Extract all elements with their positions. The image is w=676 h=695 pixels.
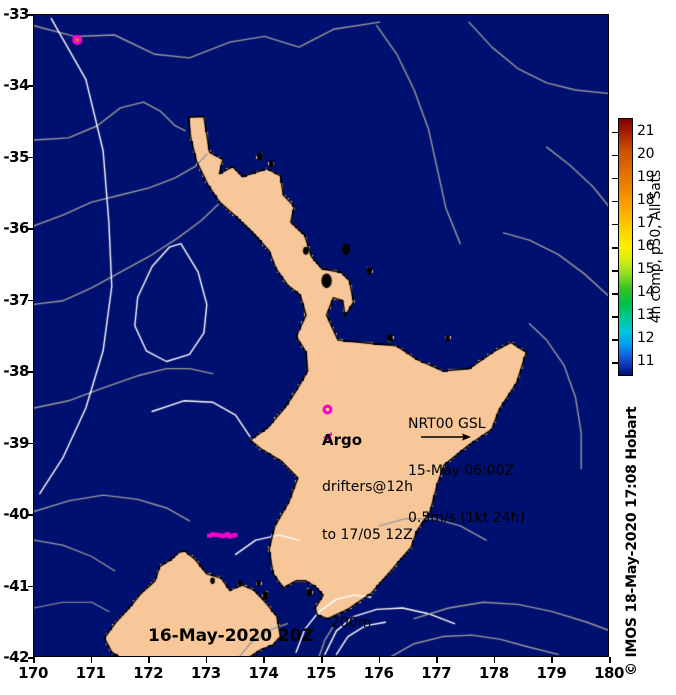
- colorbar-tick-label: 11: [637, 353, 655, 370]
- x-axis-tick-label: 180: [594, 664, 624, 682]
- current-scale-legend: NRT00 GSL 15-May 06:00Z 0.5m/s (1kt 24h): [408, 386, 525, 558]
- x-axis-tick: [148, 657, 150, 663]
- map-timestamp: 16-May-2020 20Z: [148, 626, 314, 646]
- colorbar-title: 4h comp, p50, All Sats: [648, 170, 664, 324]
- current-scale-arrow-icon: [421, 433, 471, 441]
- argo-legend-line3: to 17/05 12Z: [322, 526, 413, 543]
- colorbar-tick-label: 18: [637, 191, 655, 208]
- y-axis-tick: [28, 228, 34, 230]
- colorbar-tick: [612, 223, 618, 226]
- x-axis-tick: [263, 657, 265, 663]
- x-axis-tick-label: 173: [190, 664, 221, 682]
- colorbar-tick-label: 20: [637, 145, 655, 162]
- coastline-contour-layer: [34, 15, 608, 656]
- y-axis-tick-label: -41: [3, 576, 29, 595]
- credit-text: © IMOS 18-May-2020 17:08 Hobart: [624, 406, 640, 676]
- y-axis-tick: [28, 85, 34, 87]
- y-axis-tick-label: -38: [3, 362, 29, 381]
- argo-legend-line2: drifters@12h: [322, 479, 414, 496]
- x-axis-tick: [378, 657, 381, 663]
- colorbar-tick-label: 13: [637, 307, 655, 324]
- current-legend-line3: 0.5m/s (1kt 24h): [408, 510, 525, 527]
- x-axis-tick: [493, 657, 496, 663]
- colorbar-tick: [612, 247, 618, 249]
- depth-legend-200m: 200m: [331, 615, 372, 632]
- argo-legend: Argo drifters@12h to 17/05 12Z: [322, 401, 413, 575]
- y-axis-tick: [28, 371, 34, 373]
- colorbar-tick-label: 19: [637, 168, 655, 185]
- x-axis-tick: [321, 657, 323, 663]
- y-axis-tick-label: -33: [3, 5, 29, 23]
- argo-drifter-chevron-icon: [323, 432, 332, 443]
- x-axis-tick-label: 171: [75, 664, 106, 682]
- current-legend-line1: NRT00 GSL: [408, 416, 486, 433]
- colorbar-tick: [612, 131, 618, 134]
- y-axis-tick-label: -34: [3, 76, 29, 95]
- colorbar-tick: [612, 200, 618, 203]
- argo-legend-title: Argo: [322, 431, 363, 450]
- y-axis-tick: [28, 585, 34, 588]
- y-axis-tick: [28, 657, 34, 659]
- x-axis-tick-label: 179: [536, 664, 567, 682]
- colorbar-tick-label: 17: [637, 214, 655, 231]
- colorbar-tick: [612, 154, 618, 157]
- y-axis-tick: [28, 442, 34, 445]
- y-axis-tick: [28, 14, 34, 16]
- x-axis-tick-label: 178: [478, 664, 509, 682]
- map-plot-area[interactable]: Argo drifters@12h to 17/05 12Z NRT00 GSL…: [33, 14, 609, 657]
- x-axis-tick: [205, 657, 208, 663]
- y-axis-tick-label: -42: [3, 648, 29, 666]
- colorbar-gradient: [619, 119, 632, 375]
- y-axis-tick: [28, 299, 34, 302]
- colorbar-tick-label: 21: [637, 122, 655, 139]
- x-axis-tick-label: 176: [363, 664, 394, 682]
- x-axis-tick: [436, 657, 438, 663]
- x-axis-tick-label: 177: [421, 664, 452, 682]
- x-axis-tick-label: 170: [18, 664, 48, 682]
- y-axis-tick-label: -40: [3, 505, 29, 524]
- y-axis-tick-label: -39: [3, 433, 29, 452]
- x-axis-tick-label: 174: [248, 664, 279, 682]
- colorbar-tick-label: 14: [637, 284, 655, 301]
- colorbar-tick: [612, 270, 618, 272]
- colorbar[interactable]: [618, 118, 633, 376]
- colorbar-tick-label: 15: [637, 261, 655, 278]
- argo-float-icon: [322, 404, 333, 415]
- x-axis-tick-label: 175: [306, 664, 336, 682]
- x-axis-tick-label: 172: [133, 664, 164, 682]
- x-axis-tick: [90, 657, 93, 663]
- colorbar-tick: [612, 293, 618, 295]
- depth-contour-legend: 200m 2000m: [331, 585, 380, 656]
- colorbar-tick: [612, 177, 618, 180]
- x-axis-tick: [609, 657, 611, 663]
- colorbar-tick: [612, 316, 618, 318]
- current-legend-line2: 15-May 06:00Z: [408, 463, 515, 480]
- colorbar-tick-label: 16: [637, 238, 655, 254]
- y-axis-tick: [28, 156, 34, 159]
- y-axis-tick-label: -37: [3, 290, 29, 309]
- x-axis-tick: [551, 657, 553, 663]
- colorbar-tick-label: 12: [637, 330, 655, 347]
- x-axis-tick: [33, 657, 35, 663]
- y-axis-tick: [28, 514, 34, 516]
- y-axis-tick-label: -36: [3, 219, 29, 238]
- colorbar-tick: [612, 339, 618, 341]
- colorbar-tick: [612, 362, 618, 364]
- y-axis-tick-label: -35: [3, 147, 29, 166]
